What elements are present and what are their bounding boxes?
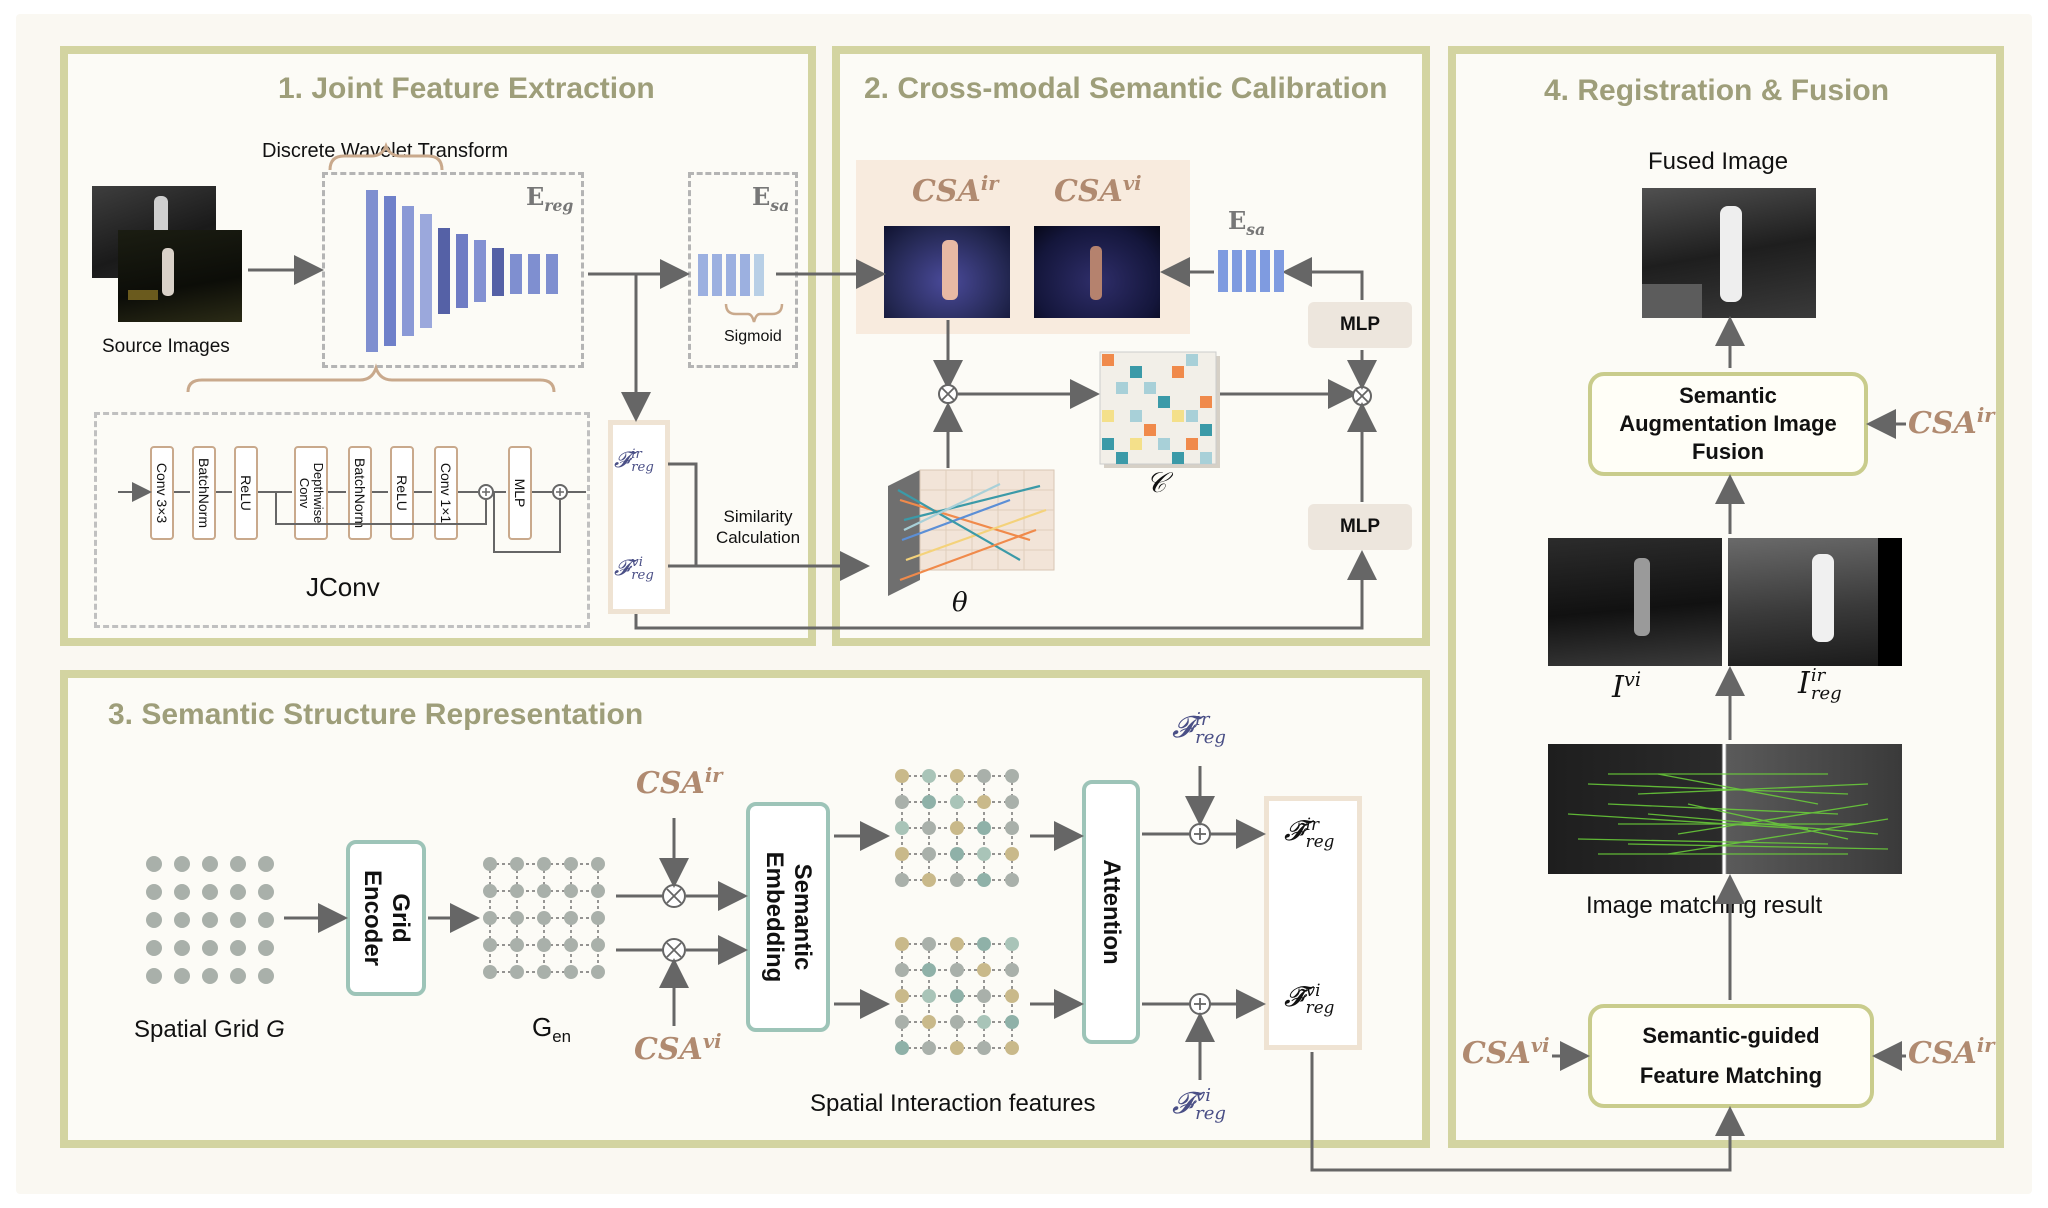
- csa-vi-image: [1034, 226, 1160, 318]
- image-ir-reg: [1728, 538, 1902, 666]
- semantic-augmentation-fusion-box: Semantic Augmentation Image Fusion: [1588, 372, 1868, 476]
- similarity-calculation-label: Similarity Calculation: [715, 507, 801, 547]
- refined-feature-box: [1264, 796, 1362, 1050]
- jconv-brace: [186, 363, 556, 393]
- grid-encoder-box: Grid Encoder: [346, 840, 426, 996]
- encoder-bars: [366, 190, 558, 352]
- panel-3-title: 3. Semantic Structure Representation: [108, 698, 644, 731]
- jconv-block: [94, 412, 590, 628]
- jconv-mlp: MLP: [508, 446, 532, 540]
- i-vi-label: Ivi: [1612, 668, 1642, 705]
- jconv-label: JConv: [306, 572, 380, 602]
- matching-result-label: Image matching result: [1586, 892, 1823, 919]
- csa-ir-fusion: CSAir: [1908, 404, 1995, 441]
- jconv-batchnorm-1: BatchNorm: [192, 446, 216, 540]
- csa-ir-p3: CSAir: [636, 764, 723, 801]
- theta-grid: [888, 469, 1055, 596]
- mlp-bottom: MLP: [1308, 504, 1412, 550]
- csa-ir-matching: CSAir: [1908, 1034, 1995, 1071]
- theta-label: θ: [952, 588, 968, 618]
- fused-image-label: Fused Image: [1648, 148, 1789, 175]
- mlp-top: MLP: [1308, 302, 1412, 348]
- c-matrix: [1099, 351, 1220, 468]
- fused-image: [1642, 188, 1816, 318]
- csa-vi-title: CSAvi: [1054, 172, 1142, 209]
- jconv-relu-1: ReLU: [234, 446, 258, 540]
- interaction-grid-top: [895, 769, 1019, 887]
- feature-matching-box: Semantic-guided Feature Matching: [1588, 1004, 1874, 1108]
- spatial-grid-label: Spatial Grid G: [134, 1016, 285, 1043]
- csa-ir-title: CSAir: [912, 172, 999, 209]
- c-matrix-label: 𝒞: [1146, 466, 1167, 499]
- panel-1-title: 1. Joint Feature Extraction: [278, 72, 655, 105]
- esa-bars-p1: [698, 254, 764, 296]
- esa-label: Esa: [752, 182, 790, 215]
- source-image-vi: [118, 230, 242, 322]
- interaction-grid-bottom: [895, 937, 1019, 1055]
- sigmoid-label: Sigmoid: [724, 328, 782, 345]
- panel-4-title: 4. Registration & Fusion: [1544, 74, 1890, 107]
- f-tilde-ir: 𝓕̃ ir reg: [1284, 813, 1335, 851]
- feature-stack-box: [608, 420, 670, 614]
- ereg-label: Ereg: [526, 182, 574, 215]
- panel-2-title: 2. Cross-modal Semantic Calibration: [864, 72, 1388, 105]
- gen-grid: [483, 857, 605, 979]
- csa-ir-image: [884, 226, 1010, 318]
- source-images-label: Source Images: [102, 336, 230, 357]
- gen-label: Gen: [532, 1012, 572, 1047]
- csa-vi-matching: CSAvi: [1462, 1034, 1550, 1071]
- spatial-interaction-label: Spatial Interaction features: [810, 1090, 1096, 1117]
- matching-result-image: [1548, 744, 1902, 874]
- attention-box: Attention: [1082, 780, 1140, 1044]
- dwt-brace: [328, 141, 444, 171]
- semantic-embedding-box: Semantic Embedding: [746, 802, 830, 1032]
- spatial-grid-dots: [146, 856, 274, 984]
- image-vi: [1548, 538, 1722, 666]
- esa-label-p2: Esa: [1228, 206, 1266, 239]
- esa-bars-p2: [1218, 250, 1284, 292]
- f-tilde-vi: 𝓕̃ vi reg: [1284, 979, 1335, 1017]
- csa-vi-p3: CSAvi: [634, 1030, 722, 1067]
